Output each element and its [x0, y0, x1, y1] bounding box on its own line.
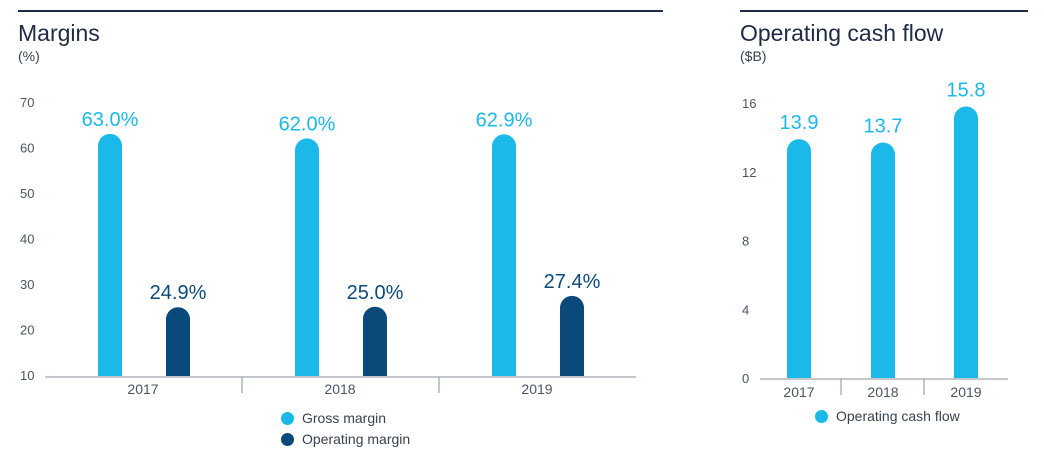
legend-operating-cash-flow: Operating cash flow: [815, 408, 960, 424]
margins-ytick-label: 10: [20, 368, 34, 383]
cashflow-data-label: 13.7: [864, 116, 903, 138]
gross-margin-data-label: 63.0%: [82, 109, 139, 131]
operating-margin-data-label: 27.4%: [544, 271, 601, 293]
cashflow-ytick-label: 12: [742, 165, 756, 180]
legend-gross-swatch: [281, 411, 294, 425]
cashflow-xtick-label: 2018: [867, 384, 898, 400]
margins-ytick-label: 60: [20, 141, 34, 156]
margins-ytick-label: 30: [20, 277, 34, 292]
cashflow-ytick-label: 16: [742, 96, 756, 111]
cashflow-top-rule: [740, 10, 1028, 12]
margins-ytick-label: 70: [20, 95, 34, 110]
gross-margin-data-label: 62.0%: [279, 113, 336, 135]
cashflow-title: Operating cash flow: [740, 20, 944, 46]
margins-xtick-label: 2017: [127, 381, 158, 397]
cashflow-data-label: 15.8: [947, 79, 986, 101]
legend-cashflow-swatch: [815, 409, 828, 423]
operating-margin-data-label: 25.0%: [347, 282, 404, 304]
cashflow-ytick-label: 0: [742, 371, 749, 386]
legend-cashflow-label: Operating cash flow: [836, 408, 960, 424]
margins-ytick-label: 50: [20, 186, 34, 201]
cashflow-xtick-label: 2017: [783, 384, 814, 400]
cashflow-panel: Operating cash flow ($B): [740, 0, 1028, 458]
gross-margin-data-label: 62.9%: [476, 109, 533, 131]
gross-margin-bar: [295, 138, 319, 376]
cashflow-xtick-label: 2019: [950, 384, 981, 400]
cashflow-data-label: 13.9: [780, 112, 819, 134]
operating-margin-bar: [166, 307, 190, 376]
operating-margin-data-label: 24.9%: [150, 282, 207, 304]
operating-margin-bar: [363, 306, 387, 376]
cashflow-ytick-label: 8: [742, 234, 749, 249]
legend-operating-margin: Operating margin: [281, 431, 410, 447]
margins-panel: Margins (%): [18, 0, 663, 458]
operating-cash-flow-bar: [954, 106, 978, 378]
margins-xtick-label: 2019: [521, 381, 552, 397]
margins-title: Margins: [18, 20, 100, 46]
gross-margin-bar: [98, 133, 122, 376]
legend-gross-margin: Gross margin: [281, 410, 386, 426]
margins-top-rule: [18, 10, 663, 12]
gross-margin-bar: [492, 134, 516, 376]
margins-ytick-label: 20: [20, 323, 34, 338]
margins-unit: (%): [18, 48, 40, 64]
operating-cash-flow-bar: [787, 139, 811, 378]
operating-margin-bar: [560, 295, 584, 376]
cashflow-unit: ($B): [740, 48, 767, 64]
cashflow-ytick-label: 4: [742, 302, 749, 317]
legend-gross-label: Gross margin: [302, 410, 387, 426]
legend-operating-label: Operating margin: [302, 431, 411, 447]
margins-ytick-label: 40: [20, 232, 34, 247]
operating-cash-flow-bar: [871, 142, 895, 378]
margins-xtick-label: 2018: [324, 381, 355, 397]
legend-operating-swatch: [281, 432, 294, 446]
